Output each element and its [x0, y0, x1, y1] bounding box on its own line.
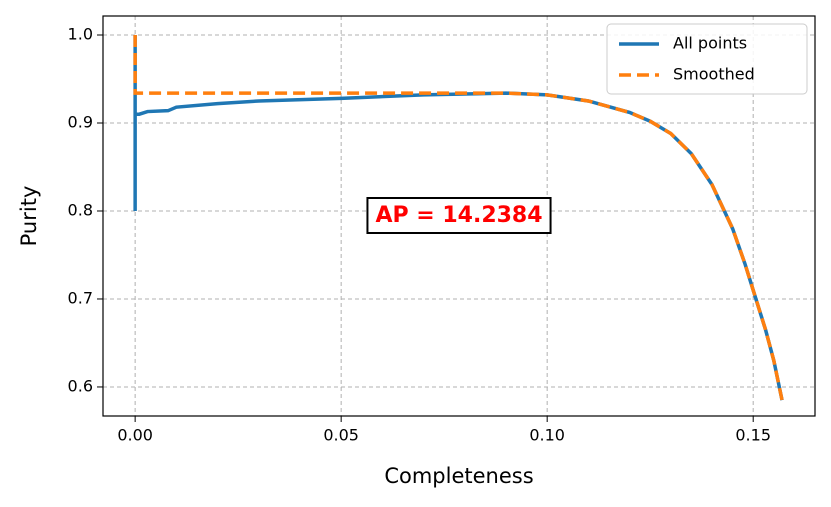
y-tick-label: 0.7: [68, 288, 93, 307]
legend-label: Smoothed: [673, 65, 755, 84]
y-tick-label: 0.8: [68, 200, 93, 219]
x-tick-label: 0.10: [529, 426, 565, 445]
y-axis-label: Purity: [17, 186, 41, 247]
x-tick-label: 0.15: [735, 426, 771, 445]
x-tick-label: 0.00: [117, 426, 153, 445]
y-tick-label: 0.6: [68, 376, 93, 395]
annotation: AP = 14.2384: [375, 203, 542, 228]
plot-frame: [102, 15, 816, 417]
x-axis-label: Completeness: [384, 464, 533, 488]
y-tick-label: 0.9: [68, 112, 93, 131]
line: [133, 35, 784, 401]
y-tick-label: 1.0: [68, 25, 93, 44]
annotation-box: [366, 197, 552, 234]
legend-label: All points: [673, 34, 747, 53]
x-tick-label: 0.05: [323, 426, 359, 445]
